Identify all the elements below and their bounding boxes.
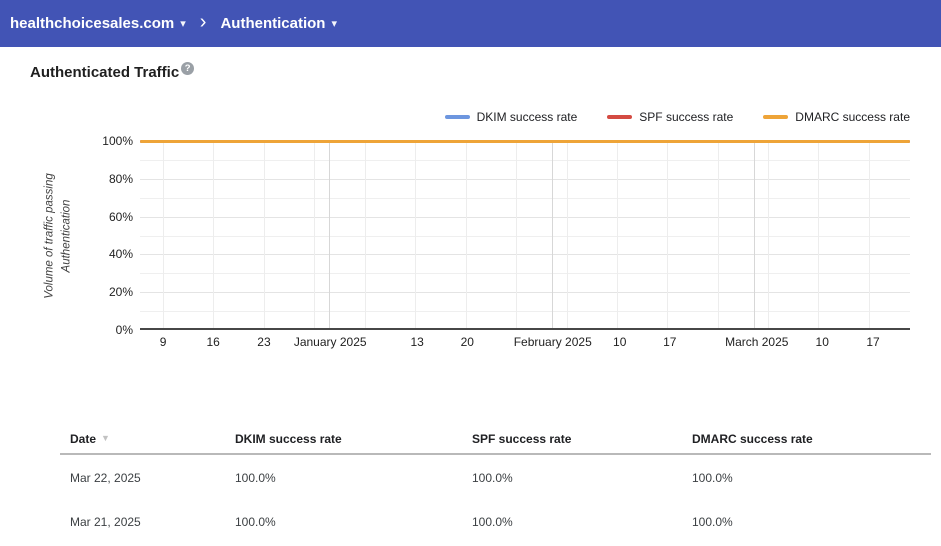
dmarc-series-line	[140, 139, 910, 143]
cell-spf: 100.0%	[472, 515, 513, 529]
cell-date: Mar 21, 2025	[70, 515, 141, 529]
x-tick-label: 16	[206, 335, 220, 349]
column-header-dkim: DKIM success rate	[235, 432, 472, 446]
y-axis-title-line: Authentication	[60, 199, 72, 273]
y-tick-label: 20%	[108, 285, 133, 300]
y-gridline	[140, 178, 910, 180]
report-name: Authentication	[220, 15, 326, 32]
y-tick-label: 40%	[108, 247, 133, 262]
x-month-gridline	[328, 141, 330, 328]
x-tick-label: 13	[410, 335, 424, 349]
x-tick-label: 23	[257, 335, 271, 349]
cell-date: Mar 22, 2025	[70, 471, 141, 485]
legend-item-spf: SPF success rate	[607, 110, 733, 124]
legend-label-dmarc: DMARC success rate	[795, 110, 910, 124]
chevron-down-icon: ▾	[180, 18, 186, 30]
y-gridline	[140, 292, 910, 294]
chart-legend: DKIM success rate SPF success rate DMARC s…	[444, 110, 910, 124]
x-gridline	[213, 141, 215, 328]
y-gridline	[140, 197, 910, 199]
domain-name: healthchoicesales.com	[10, 15, 175, 32]
cell-dmarc: 100.0%	[692, 515, 733, 529]
column-header-spf: SPF success rate	[472, 432, 692, 446]
x-month-label: March 2025	[725, 335, 789, 349]
y-tick-label: 100%	[102, 134, 133, 148]
x-tick-label: 10	[815, 335, 829, 349]
x-gridline	[768, 141, 770, 328]
y-gridline	[140, 216, 910, 218]
chart-plot-area[interactable]	[140, 139, 910, 330]
x-gridline	[465, 141, 467, 328]
column-header-label: SPF success rate	[472, 431, 572, 446]
x-gridline	[667, 141, 669, 328]
help-glyph: ?	[184, 63, 191, 74]
y-axis-title-line: Volume of traffic passing	[43, 173, 56, 299]
x-month-label: January 2025	[293, 335, 367, 349]
column-header-label: DMARC success rate	[692, 431, 813, 446]
legend-label-dkim: DKIM success rate	[476, 110, 578, 124]
legend-label-spf: SPF success rate	[639, 110, 734, 124]
help-icon[interactable]: ?	[181, 62, 195, 75]
y-gridline	[140, 159, 910, 161]
x-month-gridline	[551, 141, 553, 328]
report-selector-dropdown[interactable]: Authentication ▾	[220, 15, 337, 32]
x-gridline	[869, 141, 871, 328]
y-tick-label: 80%	[108, 171, 133, 186]
x-tick-label: 10	[613, 335, 627, 349]
column-header-date[interactable]: Date ▼	[70, 432, 235, 446]
x-gridline	[566, 141, 568, 328]
x-gridline	[163, 141, 165, 328]
column-header-label: DKIM success rate	[235, 431, 342, 446]
top-navigation-bar: healthchoicesales.com ▾ › Authentication…	[0, 0, 941, 47]
legend-swatch-dmarc	[763, 115, 789, 119]
cell-dmarc: 100.0%	[692, 471, 733, 485]
breadcrumb-chevron-icon: ›	[199, 11, 207, 33]
legend-item-dmarc: DMARC success rate	[763, 110, 910, 124]
x-gridline	[364, 141, 366, 328]
domain-selector-dropdown[interactable]: healthchoicesales.com ▾	[10, 15, 186, 32]
authentication-table: Date ▼ DKIM success rate SPF success rate DM…	[60, 424, 931, 543]
x-month-label: February 2025	[513, 335, 592, 349]
column-header-label: Date	[70, 431, 97, 446]
y-gridline	[140, 311, 910, 313]
chevron-down-icon: ▾	[331, 18, 337, 30]
y-axis-title: Volume of traffic passing Authentication	[41, 173, 74, 299]
cell-dkim: 100.0%	[235, 515, 276, 529]
legend-swatch-spf	[607, 115, 633, 119]
x-gridline	[616, 141, 618, 328]
page-title-row: Authenticated Traffic ?	[30, 62, 195, 81]
cell-dkim: 100.0%	[235, 471, 276, 485]
page-title: Authenticated Traffic	[30, 64, 180, 81]
legend-item-dkim: DKIM success rate	[444, 110, 578, 124]
x-tick-label: 17	[866, 335, 880, 349]
x-month-gridline	[753, 141, 755, 328]
x-tick-label: 20	[460, 335, 474, 349]
table-body: Mar 22, 2025 100.0% 100.0% 100.0% Mar 21, 20…	[60, 455, 931, 543]
table-row: Mar 21, 2025 100.0% 100.0% 100.0%	[60, 499, 931, 543]
y-gridline	[140, 235, 910, 237]
table-row: Mar 22, 2025 100.0% 100.0% 100.0%	[60, 455, 931, 499]
x-tick-label: 9	[159, 335, 167, 349]
x-gridline	[314, 141, 316, 328]
x-gridline	[818, 141, 820, 328]
y-tick-label: 0%	[115, 323, 133, 337]
x-gridline	[263, 141, 265, 328]
cell-spf: 100.0%	[472, 471, 513, 485]
x-gridline	[414, 141, 416, 328]
legend-swatch-dkim	[444, 115, 470, 119]
column-header-dmarc: DMARC success rate	[692, 432, 931, 446]
y-tick-label: 60%	[108, 209, 133, 224]
x-gridline	[515, 141, 517, 328]
x-gridline	[717, 141, 719, 328]
y-gridline	[140, 254, 910, 256]
y-gridline	[140, 273, 910, 275]
table-header-row: Date ▼ DKIM success rate SPF success rate DM…	[60, 424, 931, 455]
sort-descending-icon: ▼	[101, 433, 110, 443]
x-tick-label: 17	[663, 335, 677, 349]
